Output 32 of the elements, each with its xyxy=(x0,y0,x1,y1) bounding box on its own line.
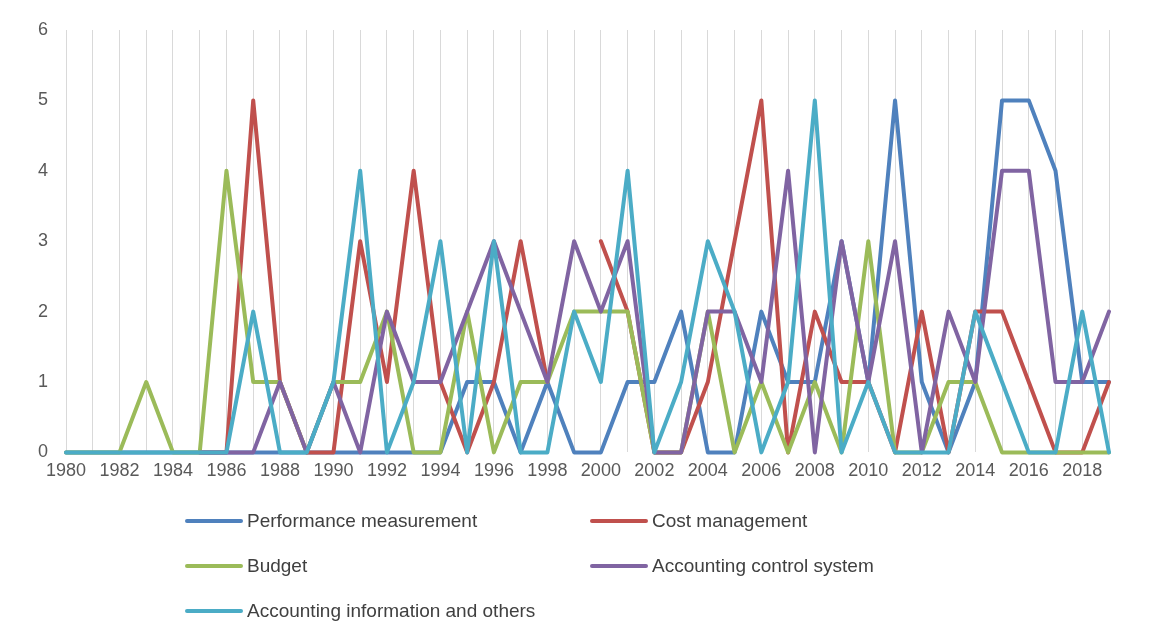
x-tick-label: 1996 xyxy=(473,460,514,481)
x-tick-label: 2012 xyxy=(901,460,942,481)
x-tick-label: 1986 xyxy=(206,460,247,481)
y-tick-label: 2 xyxy=(38,300,49,321)
x-tick-label: 2018 xyxy=(1062,460,1103,481)
x-tick-label: 2006 xyxy=(741,460,782,481)
y-tick-label: 3 xyxy=(38,230,49,251)
x-tick-label: 2014 xyxy=(955,460,996,481)
legend-label: Accounting information and others xyxy=(247,600,536,622)
x-tick-label: 1990 xyxy=(313,460,354,481)
x-tick-label: 2000 xyxy=(580,460,621,481)
legend-label: Accounting control system xyxy=(652,555,874,577)
x-tick-label: 1982 xyxy=(99,460,140,481)
x-tick-label: 2004 xyxy=(687,460,728,481)
y-tick-label: 4 xyxy=(38,159,49,180)
x-tick-label: 1994 xyxy=(420,460,461,481)
legend-label: Budget xyxy=(247,555,308,577)
y-tick-label: 5 xyxy=(38,89,49,110)
y-tick-label: 6 xyxy=(38,18,49,39)
y-tick-label: 1 xyxy=(38,370,49,391)
x-tick-label: 2010 xyxy=(848,460,889,481)
x-tick-label: 1988 xyxy=(259,460,300,481)
x-tick-label: 2016 xyxy=(1008,460,1049,481)
x-tick-label: 1992 xyxy=(366,460,407,481)
legend-label: Cost management xyxy=(652,510,808,532)
x-tick-label: 2008 xyxy=(794,460,835,481)
x-tick-label: 1984 xyxy=(152,460,194,481)
x-tick-label: 2002 xyxy=(634,460,675,481)
y-tick-label: 0 xyxy=(38,441,49,462)
x-tick-label: 1998 xyxy=(527,460,568,481)
x-tick-label: 1980 xyxy=(45,460,87,481)
legend-label: Performance measurement xyxy=(247,510,478,532)
